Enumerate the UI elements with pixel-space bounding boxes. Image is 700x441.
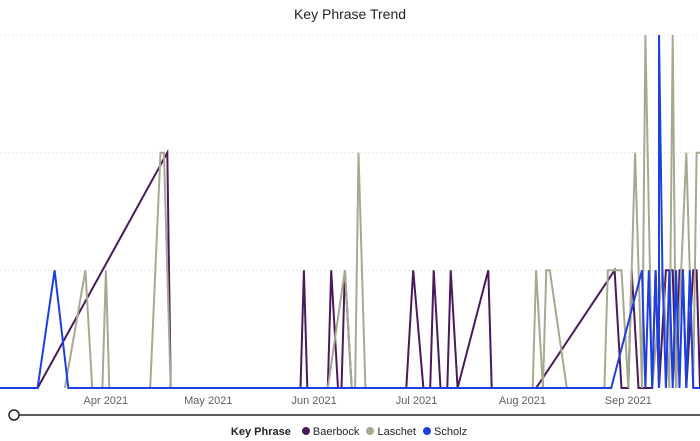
x-axis-ticks: Apr 2021 May 2021 Jun 2021 Jul 2021 Aug 2021… xyxy=(84,395,652,407)
legend-label-baerbock: Baerbock xyxy=(312,426,360,438)
legend-item-laschet[interactable]: Laschet xyxy=(366,426,416,438)
legend-dot-laschet xyxy=(366,427,375,435)
legend-dot-scholz xyxy=(423,427,432,435)
legend-item-scholz[interactable]: Scholz xyxy=(423,426,467,438)
x-tick-label: Jun 2021 xyxy=(292,395,337,407)
legend: Key Phrase Baerbock Laschet Scholz xyxy=(0,426,700,438)
x-tick-label: Aug 2021 xyxy=(499,395,546,407)
scrollbar-handle[interactable] xyxy=(8,409,20,421)
series-layer xyxy=(0,34,700,389)
x-tick-label: May 2021 xyxy=(184,395,232,407)
legend-title: Key Phrase xyxy=(230,426,291,438)
x-tick-label: Jul 2021 xyxy=(396,395,438,407)
x-axis-scrollbar[interactable] xyxy=(8,409,700,421)
x-tick-label: Sep 2021 xyxy=(605,395,652,407)
legend-item-baerbock[interactable]: Baerbock xyxy=(301,426,360,438)
chart-title: Key Phrase Trend xyxy=(293,6,407,22)
legend-label-scholz: Scholz xyxy=(434,426,468,438)
gridlines xyxy=(0,34,700,271)
x-tick-label: Apr 2021 xyxy=(84,395,129,407)
series-line-scholz[interactable] xyxy=(0,34,700,389)
series-line-laschet[interactable] xyxy=(63,34,700,389)
legend-dot-baerbock xyxy=(301,427,310,435)
legend-label-laschet: Laschet xyxy=(377,426,416,438)
